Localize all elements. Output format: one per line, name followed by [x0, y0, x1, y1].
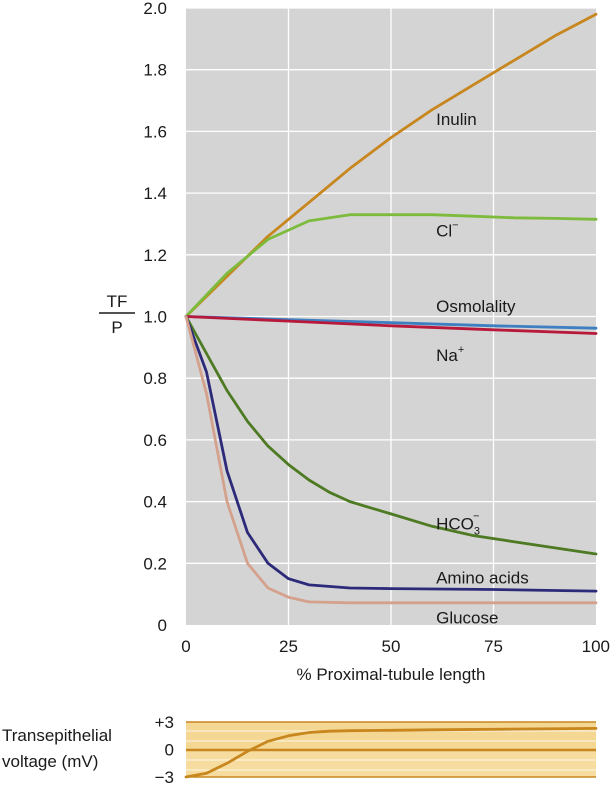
y-tick-label: 0.4: [143, 493, 167, 512]
x-tick-label: 0: [181, 637, 190, 656]
y-axis-label-numerator: TF: [107, 292, 128, 311]
series-label-subscript: 3: [474, 525, 480, 537]
series-label-inulin: Inulin: [436, 110, 477, 129]
voltage-tick-label: −3: [155, 768, 174, 787]
y-tick-labels: 2.0 1.8 1.6 1.4 1.2 1.0 0.8 0.6 0.4 0.2 0: [143, 0, 167, 635]
voltage-series: [184, 727, 598, 779]
y-tick-label: 2.0: [143, 0, 167, 18]
series-line-cl: [184, 213, 598, 318]
voltage-chart: +3 0 −3 Transepithelial voltage (mV): [2, 713, 598, 787]
x-tick-label: 25: [279, 637, 298, 656]
voltage-tick-label: +3: [155, 713, 174, 732]
y-tick-label: 0.6: [143, 431, 167, 450]
series-label-na: Na+: [436, 344, 464, 365]
y-tick-label: 0.8: [143, 369, 167, 388]
series-label-superscript: +: [458, 344, 464, 356]
x-tick-label: 75: [484, 637, 503, 656]
y-tick-label: 1.2: [143, 246, 167, 265]
series-line-hco: [184, 315, 598, 556]
voltage-axis-label-line2: voltage (mV): [2, 752, 98, 771]
y-tick-label: 1.8: [143, 61, 167, 80]
y-tick-label: 1.6: [143, 122, 167, 141]
series-label-superscript: −: [473, 510, 479, 522]
grid-lines: [186, 7, 596, 625]
y-axis-label-denominator: P: [111, 318, 122, 337]
series-lines: [184, 12, 598, 605]
voltage-line: [184, 727, 598, 779]
y-tick-label: 1.0: [143, 308, 167, 327]
voltage-tick-labels: +3 0 −3: [155, 713, 174, 787]
series-line-na: [184, 315, 598, 335]
y-tick-label: 0: [158, 616, 167, 635]
series-line-glucose: [184, 315, 598, 605]
series-label-superscript: −: [452, 219, 458, 231]
voltage-tick-label: 0: [165, 741, 174, 760]
x-tick-label: 100: [582, 637, 610, 656]
series-label-glucose: Glucose: [436, 608, 498, 627]
x-tick-label: 50: [382, 637, 401, 656]
series-label-osmolality: Osmolality: [436, 297, 516, 316]
x-axis-label: % Proximal-tubule length: [297, 665, 486, 684]
y-tick-label: 0.2: [143, 554, 167, 573]
series-label-hco: HCO3−: [436, 510, 480, 537]
voltage-axis-label-line1: Transepithelial: [2, 726, 112, 745]
x-tick-labels: 0 25 50 75 100: [181, 637, 610, 656]
series-label-amino-acids: Amino acids: [436, 568, 529, 587]
voltage-plot-band: [186, 722, 596, 750]
y-tick-label: 1.4: [143, 184, 167, 203]
series-line-amino-acids: [184, 315, 598, 593]
